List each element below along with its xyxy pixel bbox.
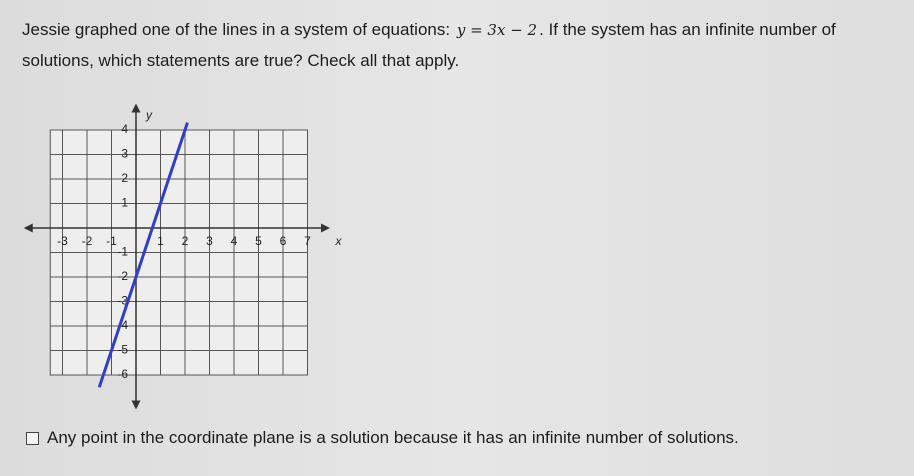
x-tick-label: 7 — [304, 234, 311, 248]
question-text: Jessie graphed one of the lines in a sys… — [22, 20, 451, 39]
option-text: Any point in the coordinate plane is a s… — [47, 428, 739, 447]
y-tick-label: -3 — [117, 294, 128, 308]
y-tick-label: -4 — [117, 318, 128, 332]
x-tick-label: 5 — [255, 234, 262, 248]
x-tick-label: 2 — [182, 234, 189, 248]
question-line: solutions, which statements are true? Ch… — [22, 51, 460, 70]
equation: y = 3x − 2 — [456, 21, 538, 39]
x-tick-label: 4 — [231, 234, 238, 248]
y-tick-label: 4 — [121, 122, 128, 136]
x-tick-label: -2 — [82, 234, 93, 248]
x-tick-label: 3 — [206, 234, 213, 248]
question-line: Jessie graphed one of the lines in a sys… — [22, 20, 836, 40]
y-tick-label: 1 — [121, 196, 128, 210]
question-text: . If the system has an infinite number o… — [539, 20, 836, 39]
y-tick-label: -6 — [117, 367, 128, 381]
y-tick-label: -5 — [117, 343, 128, 357]
y-axis-label: y — [145, 108, 153, 122]
graph-line — [97, 122, 189, 388]
y-tick-label: -1 — [117, 245, 128, 259]
x-tick-label: -3 — [57, 234, 68, 248]
x-tick-label: 6 — [280, 234, 287, 248]
x-tick-label: 1 — [157, 234, 164, 248]
y-tick-label: 3 — [121, 147, 128, 161]
x-axis-label: x — [335, 234, 343, 248]
x-tick-label: -1 — [106, 234, 117, 248]
option[interactable]: Any point in the coordinate plane is a s… — [26, 428, 739, 448]
y-tick-label: 2 — [121, 171, 128, 185]
y-tick-label: -2 — [117, 269, 128, 283]
checkbox[interactable] — [26, 431, 39, 445]
